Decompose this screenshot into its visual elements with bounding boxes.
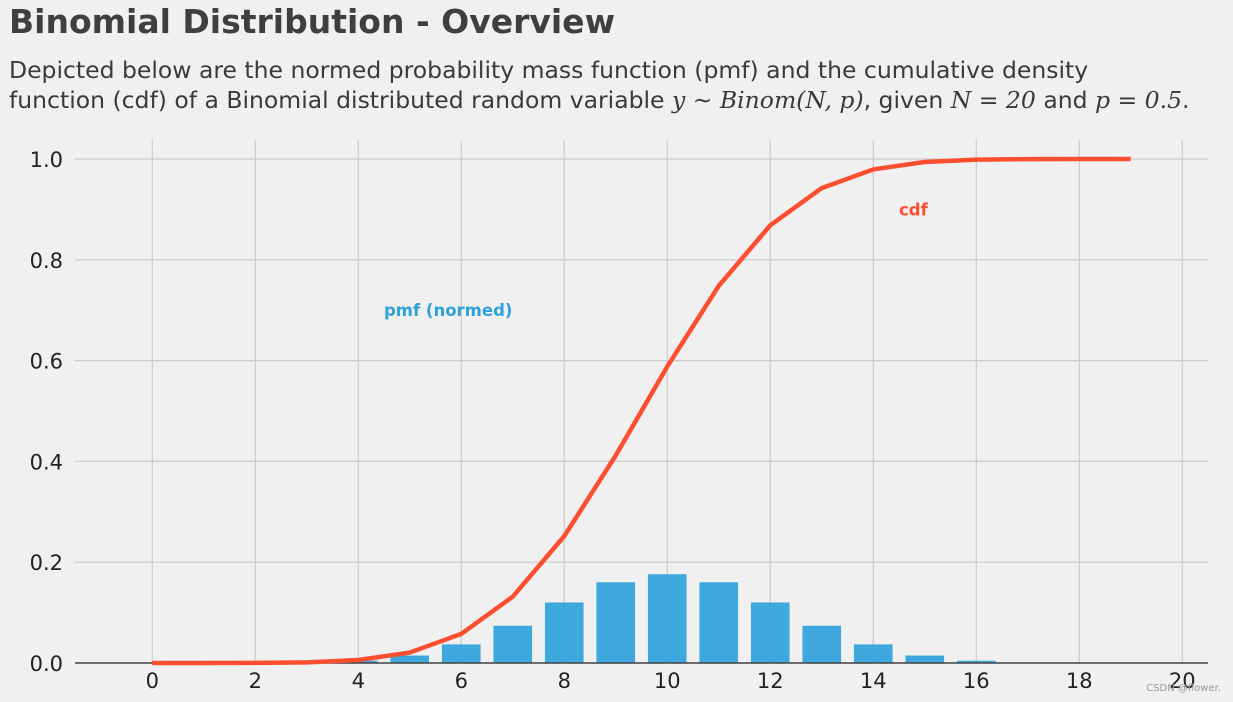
- subtitle-line-1: Depicted below are the normed probabilit…: [9, 56, 1089, 84]
- x-tick-label: 12: [757, 669, 784, 693]
- y-tick-label: 0.4: [30, 450, 63, 474]
- x-tick-label: 16: [963, 669, 990, 693]
- subtitle-line-2: function (cdf) of a Binomial distributed…: [9, 85, 1190, 115]
- annotation-pmf: pmf (normed): [384, 301, 512, 320]
- x-tick-label: 0: [146, 669, 159, 693]
- chart-title: Binomial Distribution - Overview: [9, 2, 616, 41]
- y-tick-label: 0.2: [30, 551, 63, 575]
- x-tick-label: 14: [860, 669, 887, 693]
- pmf-bar: [647, 574, 687, 663]
- x-tick-label: 18: [1066, 669, 1093, 693]
- subtitle-text-mid: , given: [863, 86, 951, 114]
- cdf-line: [152, 156, 1131, 666]
- pmf-bar: [905, 655, 945, 663]
- annotation-cdf: cdf: [899, 200, 929, 219]
- y-tick-label: 1.0: [30, 148, 63, 172]
- pmf-bar: [956, 660, 996, 663]
- y-tick-label: 0.0: [30, 652, 63, 676]
- subtitle-text-and: and: [1035, 86, 1095, 114]
- pmf-bar: [853, 644, 893, 663]
- pmf-bar: [390, 655, 430, 663]
- pmf-bar: [596, 582, 636, 663]
- x-tick-label: 4: [352, 669, 365, 693]
- x-tick-label: 2: [249, 669, 262, 693]
- chart-subtitle: Depicted below are the normed probabilit…: [9, 55, 1190, 115]
- pmf-bar: [699, 582, 739, 663]
- pmf-bar: [750, 602, 790, 663]
- subtitle-formula: y ∼ Binom(N, p): [671, 86, 864, 114]
- y-tick-label: 0.8: [30, 249, 63, 273]
- pmf-bar: [802, 625, 842, 663]
- x-tick-label: 8: [558, 669, 571, 693]
- x-tick-label: 6: [455, 669, 468, 693]
- subtitle-n: N = 20: [950, 86, 1036, 114]
- subtitle-text-pre: function (cdf) of a Binomial distributed…: [9, 86, 672, 114]
- pmf-bar: [493, 625, 533, 663]
- x-tick-label: 20: [1169, 669, 1196, 693]
- subtitle-text-end: .: [1182, 86, 1190, 114]
- subtitle-p: p = 0.5: [1095, 86, 1183, 114]
- y-tick-label: 0.6: [30, 350, 63, 374]
- x-tick-label: 10: [654, 669, 681, 693]
- pmf-bar: [544, 602, 584, 663]
- watermark: CSDN @flower.: [1146, 683, 1221, 694]
- pmf-bar: [441, 644, 481, 663]
